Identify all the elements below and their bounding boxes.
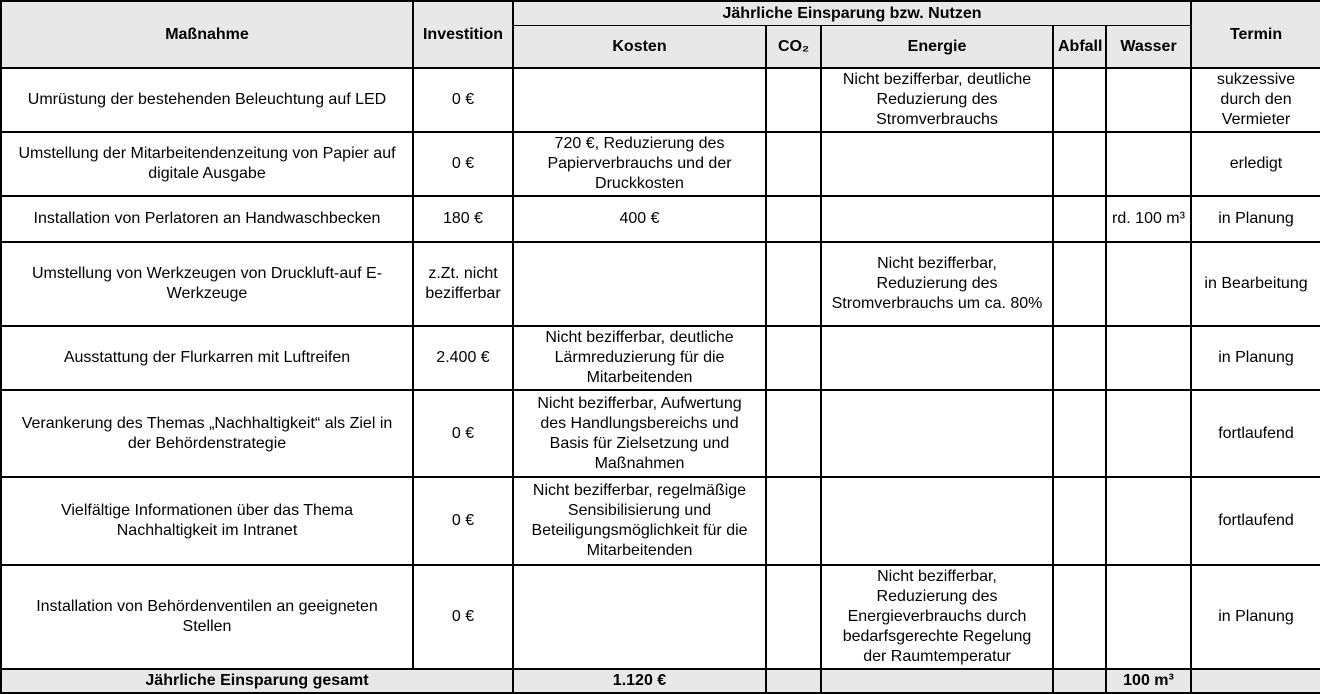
- cell-termin: in Planung: [1190, 564, 1320, 670]
- cell-co2: [765, 67, 822, 133]
- table-row: Installation von Perlatoren an Handwasch…: [0, 195, 1320, 243]
- total-row: Jährliche Einsparung gesamt 1.120 € 100 …: [0, 668, 1320, 694]
- cell-termin: erledigt: [1190, 131, 1320, 197]
- column-header-abfall: Abfall: [1052, 24, 1107, 69]
- cell-investition: 2.400 €: [412, 325, 514, 391]
- cell-abfall: [1052, 131, 1107, 197]
- cell-energie: [820, 325, 1054, 391]
- total-termin: [1190, 668, 1320, 694]
- cell-wasser: [1104, 131, 1193, 197]
- cell-massnahme: Umrüstung der bestehenden Beleuchtung au…: [0, 67, 414, 133]
- cell-co2: [765, 476, 822, 566]
- cell-kosten: 400 €: [512, 195, 767, 243]
- total-abfall: [1052, 668, 1107, 694]
- cell-wasser: [1104, 325, 1193, 391]
- cell-co2: [765, 131, 822, 197]
- cell-abfall: [1052, 241, 1107, 327]
- table-row: Installation von Behördenventilen an gee…: [0, 564, 1320, 670]
- total-energie: [820, 668, 1054, 694]
- cell-kosten: [512, 241, 767, 327]
- cell-co2: [765, 564, 822, 670]
- column-header-wasser: Wasser: [1104, 24, 1193, 69]
- cell-massnahme: Verankerung des Themas „Nachhaltigkeit“ …: [0, 389, 414, 478]
- table-row: Vielfältige Informationen über das Thema…: [0, 476, 1320, 566]
- column-header-energie: Energie: [820, 24, 1054, 69]
- cell-abfall: [1052, 195, 1107, 243]
- cell-wasser: [1104, 241, 1193, 327]
- cell-co2: [765, 325, 822, 391]
- cell-investition: 0 €: [412, 564, 514, 670]
- column-header-massnahme: Maßnahme: [0, 0, 414, 69]
- cell-co2: [765, 195, 822, 243]
- table-row: Umrüstung der bestehenden Beleuchtung au…: [0, 67, 1320, 133]
- cell-wasser: [1104, 564, 1193, 670]
- cell-massnahme: Umstellung der Mitarbeitendenzeitung von…: [0, 131, 414, 197]
- cell-kosten: Nicht bezifferbar, deutliche Lärmreduzie…: [512, 325, 767, 391]
- table-row: Umstellung von Werkzeugen von Druckluft-…: [0, 241, 1320, 327]
- table-row: Ausstattung der Flurkarren mit Luftreife…: [0, 325, 1320, 391]
- column-header-group-einsparung: Jährliche Einsparung bzw. Nutzen: [511, 0, 1193, 26]
- cell-termin: in Planung: [1190, 195, 1320, 243]
- column-header-co2: CO₂: [765, 24, 822, 69]
- cell-termin: fortlaufend: [1190, 389, 1320, 478]
- table-row: Umstellung der Mitarbeitendenzeitung von…: [0, 131, 1320, 197]
- table-row: Verankerung des Themas „Nachhaltigkeit“ …: [0, 389, 1320, 478]
- cell-investition: 0 €: [412, 131, 514, 197]
- cell-energie: [820, 195, 1054, 243]
- cell-wasser: [1104, 476, 1193, 566]
- cell-kosten: Nicht bezifferbar, regelmäßige Sensibili…: [512, 476, 767, 566]
- cell-abfall: [1052, 389, 1107, 478]
- cell-termin: fortlaufend: [1190, 476, 1320, 566]
- cell-investition: 180 €: [412, 195, 514, 243]
- cell-investition: 0 €: [412, 389, 514, 478]
- total-co2: [765, 668, 822, 694]
- total-kosten: 1.120 €: [512, 668, 767, 694]
- cell-massnahme: Ausstattung der Flurkarren mit Luftreife…: [0, 325, 414, 391]
- cell-energie: [820, 389, 1054, 478]
- cell-kosten: 720 €, Reduzierung des Papierverbrauchs …: [512, 131, 767, 197]
- total-label: Jährliche Einsparung gesamt: [0, 668, 514, 694]
- cell-wasser: rd. 100 m³: [1104, 195, 1193, 243]
- column-header-kosten: Kosten: [512, 24, 767, 69]
- total-wasser: 100 m³: [1104, 668, 1193, 694]
- cell-termin: in Planung: [1190, 325, 1320, 391]
- cell-termin: sukzessive durch den Vermieter: [1190, 67, 1320, 133]
- cell-abfall: [1052, 476, 1107, 566]
- cell-wasser: [1104, 67, 1193, 133]
- cell-kosten: Nicht bezifferbar, Aufwertung des Handlu…: [512, 389, 767, 478]
- cell-massnahme: Installation von Perlatoren an Handwasch…: [0, 195, 414, 243]
- cell-massnahme: Umstellung von Werkzeugen von Druckluft-…: [0, 241, 414, 327]
- cell-investition: z.Zt. nicht bezifferbar: [412, 241, 514, 327]
- cell-energie: [820, 476, 1054, 566]
- column-header-termin: Termin: [1190, 0, 1320, 69]
- cell-abfall: [1052, 67, 1107, 133]
- cell-energie: Nicht bezifferbar, Reduzierung des Energ…: [820, 564, 1054, 670]
- cell-co2: [765, 389, 822, 478]
- cell-massnahme: Vielfältige Informationen über das Thema…: [0, 476, 414, 566]
- cell-investition: 0 €: [412, 67, 514, 133]
- cell-kosten: [512, 67, 767, 133]
- cell-kosten: [512, 564, 767, 670]
- cell-wasser: [1104, 389, 1193, 478]
- cell-energie: [820, 131, 1054, 197]
- cell-abfall: [1052, 325, 1107, 391]
- cell-energie: Nicht bezifferbar, deutliche Reduzierung…: [820, 67, 1054, 133]
- cell-massnahme: Installation von Behördenventilen an gee…: [0, 564, 414, 670]
- cell-co2: [765, 241, 822, 327]
- column-header-investition: Investition: [412, 0, 514, 69]
- cell-abfall: [1052, 564, 1107, 670]
- cell-termin: in Bearbeitung: [1190, 241, 1320, 327]
- cell-energie: Nicht bezifferbar, Reduzierung des Strom…: [820, 241, 1054, 327]
- cell-investition: 0 €: [412, 476, 514, 566]
